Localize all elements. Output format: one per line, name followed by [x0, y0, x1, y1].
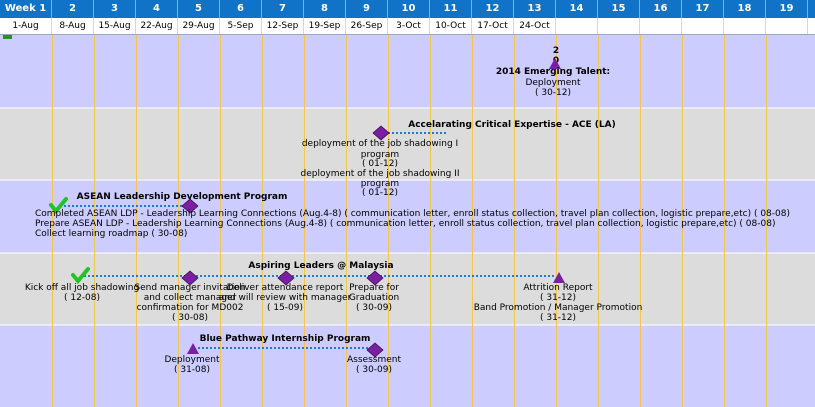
- aspiring-milestone-label: and collect manager: [144, 293, 237, 303]
- date-header-16: [640, 18, 682, 34]
- asean-task-line: Prepare ASEAN LDP - Leadership Learning …: [35, 219, 775, 229]
- blue-pathway-diamond-icon[interactable]: [366, 342, 384, 358]
- aspiring-milestone-label: ( 31-12): [540, 293, 576, 303]
- aspiring-milestone-label: Attrition Report: [523, 283, 593, 293]
- row-band-2: [0, 108, 815, 180]
- aspiring-milestone-label: Kick off all job shadowing: [25, 283, 139, 293]
- date-header-4: 22-Aug: [136, 18, 178, 34]
- attrition-triangle-icon[interactable]: [553, 272, 565, 283]
- date-header-17: [682, 18, 724, 34]
- aspiring-milestone-label: Send manager invitation: [134, 283, 245, 293]
- date-header-15: [598, 18, 640, 34]
- date-header-6: 5-Sep: [220, 18, 262, 34]
- blue-pathway-label: Deployment: [164, 355, 220, 365]
- ace-milestone-label: program: [361, 179, 399, 189]
- ace-milestone-label: program: [361, 150, 399, 160]
- week-header-17: 17: [682, 0, 724, 18]
- week-header-row: Week 1 2 3 4 5 6 7 8 9 10 11 12 13 14 15 16 17 18 19: [0, 0, 815, 18]
- emerging-talent-label: Deployment: [525, 78, 581, 88]
- aspiring-milestone-label: ( 31-12): [540, 313, 576, 323]
- date-header-14: [556, 18, 598, 34]
- asean-diamond-icon[interactable]: [181, 198, 199, 214]
- week-header-7: 7: [262, 0, 304, 18]
- week-header-5: 5: [178, 0, 220, 18]
- aspiring-milestone-label: Prepare for: [349, 283, 399, 293]
- week-header-8: 8: [304, 0, 346, 18]
- row-band-3: [0, 180, 815, 253]
- aspiring-milestone-label: Band Promotion / Manager Promotion: [474, 303, 643, 313]
- week-header-11: 11: [430, 0, 472, 18]
- week-header-14: 14: [556, 0, 598, 18]
- week-header-10: 10: [388, 0, 430, 18]
- row-band-5: [0, 325, 815, 407]
- ace-milestone-label: ( 01-12): [362, 188, 398, 198]
- aspiring-milestone-label: confirmation for MD002: [137, 303, 244, 313]
- aspiring-milestone-label: ( 30-09): [356, 303, 392, 313]
- emerging-talent-date: ( 30-12): [535, 88, 571, 98]
- asean-check-icon[interactable]: [49, 197, 68, 215]
- week-header-13: 13: [514, 0, 556, 18]
- date-header-13: 24-Oct: [514, 18, 556, 34]
- row-band-1: [0, 35, 815, 108]
- milestone-count-label: 2: [553, 46, 559, 56]
- blue-pathway-date: ( 31-08): [174, 365, 210, 375]
- ace-milestone-label: deployment of the job shadowing II: [300, 169, 459, 179]
- aspiring-milestone-label: ( 30-08): [172, 313, 208, 323]
- ace-diamond-icon[interactable]: [372, 125, 390, 141]
- blue-pathway-label: Assessment: [347, 355, 401, 365]
- week-header-2: 2: [52, 0, 94, 18]
- aspiring-check-icon[interactable]: [71, 267, 90, 285]
- row-resize-handle-icon[interactable]: [3, 35, 12, 39]
- week-header-9: 9: [346, 0, 388, 18]
- blue-pathway-title: Blue Pathway Internship Program: [200, 334, 371, 344]
- ace-milestone-label: deployment of the job shadowing I: [302, 139, 458, 149]
- week-header-6: 6: [220, 0, 262, 18]
- date-header-3: 15-Aug: [94, 18, 136, 34]
- aspiring-milestone-label: Graduation: [349, 293, 399, 303]
- week-header-18: 18: [724, 0, 766, 18]
- week-header-1: Week 1: [0, 0, 52, 18]
- date-header-1: 1-Aug: [0, 18, 52, 34]
- date-header-7: 12-Sep: [262, 18, 304, 34]
- aspiring-diamond-1-icon[interactable]: [181, 270, 199, 286]
- aspiring-leaders-title: Aspiring Leaders @ Malaysia: [248, 261, 393, 271]
- aspiring-milestone-label: ( 15-09): [267, 303, 303, 313]
- week-header-3: 3: [94, 0, 136, 18]
- blue-pathway-date: ( 30-09): [356, 365, 392, 375]
- asean-task-line: Completed ASEAN LDP - Leadership Learnin…: [35, 209, 790, 219]
- aspiring-diamond-3-icon[interactable]: [366, 270, 384, 286]
- blue-pathway-triangle-icon[interactable]: [187, 343, 199, 354]
- date-header-12: 17-Oct: [472, 18, 514, 34]
- date-header-10: 3-Oct: [388, 18, 430, 34]
- date-header-2: 8-Aug: [52, 18, 94, 34]
- date-header-8: 19-Sep: [304, 18, 346, 34]
- date-header-9: 26-Sep: [346, 18, 388, 34]
- date-header-row: 1-Aug 8-Aug 15-Aug 22-Aug 29-Aug 5-Sep 12-Sep 1…: [0, 18, 815, 35]
- aspiring-milestone-label: Deliver attendance report: [227, 283, 344, 293]
- aspiring-milestone-label: and will review with manager: [219, 293, 352, 303]
- row-band-4: [0, 253, 815, 325]
- date-header-11: 10-Oct: [430, 18, 472, 34]
- date-header-19: [766, 18, 808, 34]
- date-header-18: [724, 18, 766, 34]
- emerging-talent-title: 2014 Emerging Talent:: [496, 67, 610, 77]
- ace-program-title: Accelarating Critical Expertise - ACE (L…: [408, 120, 616, 130]
- week-header-12: 12: [472, 0, 514, 18]
- week-header-16: 16: [640, 0, 682, 18]
- ace-milestone-label: ( 01-12): [362, 159, 398, 169]
- aspiring-diamond-2-icon[interactable]: [277, 270, 295, 286]
- date-header-5: 29-Aug: [178, 18, 220, 34]
- week-header-15: 15: [598, 0, 640, 18]
- emerging-talent-triangle-icon[interactable]: [549, 58, 561, 69]
- asean-task-line: Collect learning roadmap ( 30-08): [35, 229, 187, 239]
- week-header-4: 4: [136, 0, 178, 18]
- aspiring-milestone-date: ( 12-08): [64, 293, 100, 303]
- week-header-19: 19: [766, 0, 808, 18]
- asean-program-title: ASEAN Leadership Development Program: [77, 192, 288, 202]
